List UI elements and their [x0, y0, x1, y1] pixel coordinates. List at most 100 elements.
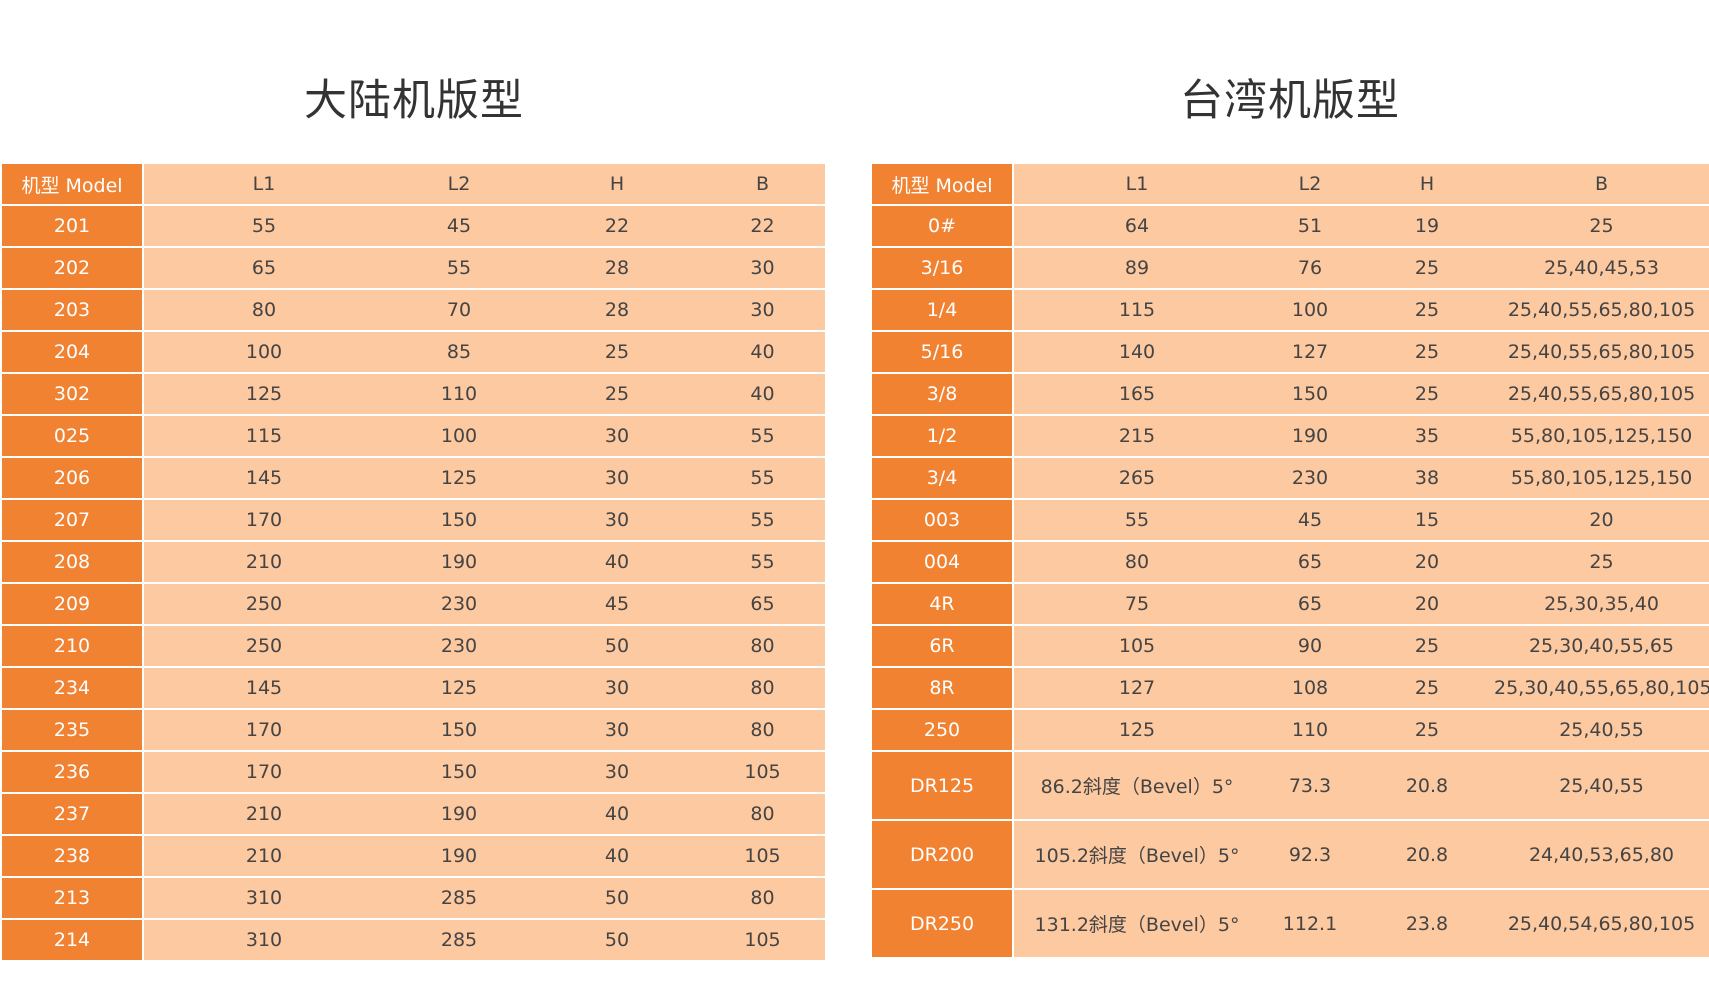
table-row: 3/4 265 230 38 55,80,105,125,150: [872, 458, 1709, 498]
cell-l2: 230: [1260, 458, 1360, 498]
cell-h: 25: [1360, 374, 1494, 414]
cell-model: 1/2: [872, 416, 1014, 456]
table-row: 235 170 150 30 80: [2, 710, 825, 750]
cell-h: 30: [534, 458, 700, 498]
cell-b: 24,40,53,65,80: [1494, 821, 1709, 888]
table-row: 1/4 115 100 25 25,40,55,65,80,105: [872, 290, 1709, 330]
cell-model: DR200: [872, 821, 1014, 888]
cell-l2: 150: [384, 710, 534, 750]
mainland-table-title: 大陆机版型: [304, 76, 524, 126]
table-row: DR125 86.2斜度（Bevel）5° 73.3 20.8 25,40,55: [872, 752, 1709, 819]
cell-model: 236: [2, 752, 144, 792]
cell-h: 25: [1360, 668, 1494, 708]
cell-h: 30: [534, 416, 700, 456]
cell-model: 204: [2, 332, 144, 372]
cell-b: 55: [700, 416, 825, 456]
cell-model: 3/4: [872, 458, 1014, 498]
cell-l2: 76: [1260, 248, 1360, 288]
cell-b: 25: [1494, 542, 1709, 582]
cell-l1: 105.2斜度（Bevel）5°: [1014, 821, 1260, 888]
cell-b: 25,40,55: [1494, 710, 1709, 750]
cell-h: 25: [1360, 710, 1494, 750]
cell-l2: 51: [1260, 206, 1360, 246]
cell-l1: 100: [144, 332, 384, 372]
cell-h: 20: [1360, 542, 1494, 582]
table-row: 213 310 285 50 80: [2, 878, 825, 918]
cell-b: 20: [1494, 500, 1709, 540]
cell-h: 23.8: [1360, 890, 1494, 957]
cell-l2: 285: [384, 878, 534, 918]
cell-b: 25,40,55,65,80,105: [1494, 332, 1709, 372]
cell-l1: 140: [1014, 332, 1260, 372]
cell-h: 25: [1360, 626, 1494, 666]
cell-l2: 65: [1260, 584, 1360, 624]
taiwan-spec-table: 机型 Model L1 L2 H B 0# 64 51 19 25 3/16 89 76 25 25,40…: [872, 162, 1709, 959]
cell-h: 38: [1360, 458, 1494, 498]
table-row: 208 210 190 40 55: [2, 542, 825, 582]
cell-model: 025: [2, 416, 144, 456]
cell-l1: 210: [144, 542, 384, 582]
cell-b: 105: [700, 920, 825, 960]
cell-model: 5/16: [872, 332, 1014, 372]
cell-l1: 115: [1014, 290, 1260, 330]
cell-l1: 80: [1014, 542, 1260, 582]
cell-l2: 190: [384, 794, 534, 834]
cell-l1: 170: [144, 752, 384, 792]
cell-h: 40: [534, 836, 700, 876]
cell-l2: 90: [1260, 626, 1360, 666]
cell-b: 55,80,105,125,150: [1494, 416, 1709, 456]
cell-l2: 125: [384, 668, 534, 708]
cell-b: 30: [700, 290, 825, 330]
cell-b: 80: [700, 878, 825, 918]
table-row: 207 170 150 30 55: [2, 500, 825, 540]
cell-l2: 127: [1260, 332, 1360, 372]
cell-l1: 265: [1014, 458, 1260, 498]
table-row: 3/16 89 76 25 25,40,45,53: [872, 248, 1709, 288]
cell-h: 28: [534, 248, 700, 288]
cell-h: 30: [534, 710, 700, 750]
cell-l1: 165: [1014, 374, 1260, 414]
cell-h: 50: [534, 920, 700, 960]
cell-model: 0#: [872, 206, 1014, 246]
cell-l2: 190: [384, 836, 534, 876]
cell-l1: 170: [144, 710, 384, 750]
cell-model: 234: [2, 668, 144, 708]
table-row: 236 170 150 30 105: [2, 752, 825, 792]
cell-l2: 70: [384, 290, 534, 330]
cell-h: 35: [1360, 416, 1494, 456]
cell-b: 40: [700, 332, 825, 372]
cell-model: 203: [2, 290, 144, 330]
column-header-l1: L1: [144, 164, 384, 204]
cell-h: 20.8: [1360, 752, 1494, 819]
cell-l1: 210: [144, 836, 384, 876]
cell-model: 238: [2, 836, 144, 876]
table-row: 210 250 230 50 80: [2, 626, 825, 666]
cell-model: 208: [2, 542, 144, 582]
cell-b: 25,30,40,55,65: [1494, 626, 1709, 666]
cell-model: 8R: [872, 668, 1014, 708]
cell-h: 45: [534, 584, 700, 624]
table-row: 025 115 100 30 55: [2, 416, 825, 456]
table-row: DR250 131.2斜度（Bevel）5° 112.1 23.8 25,40,54,6…: [872, 890, 1709, 957]
cell-model: 207: [2, 500, 144, 540]
cell-model: 302: [2, 374, 144, 414]
cell-model: 210: [2, 626, 144, 666]
cell-l1: 170: [144, 500, 384, 540]
cell-b: 65: [700, 584, 825, 624]
cell-b: 80: [700, 626, 825, 666]
table-row: 204 100 85 25 40: [2, 332, 825, 372]
cell-model: 202: [2, 248, 144, 288]
cell-l1: 125: [144, 374, 384, 414]
header-row: 机型 Model L1 L2 H B: [2, 164, 825, 204]
table-row: 237 210 190 40 80: [2, 794, 825, 834]
table-row: 206 145 125 30 55: [2, 458, 825, 498]
column-header-h: H: [534, 164, 700, 204]
cell-l2: 110: [1260, 710, 1360, 750]
cell-l2: 190: [1260, 416, 1360, 456]
cell-model: 6R: [872, 626, 1014, 666]
cell-l2: 73.3: [1260, 752, 1360, 819]
column-header-l1: L1: [1014, 164, 1260, 204]
table-row: 0# 64 51 19 25: [872, 206, 1709, 246]
cell-l1: 89: [1014, 248, 1260, 288]
table-row: 8R 127 108 25 25,30,40,55,65,80,105: [872, 668, 1709, 708]
